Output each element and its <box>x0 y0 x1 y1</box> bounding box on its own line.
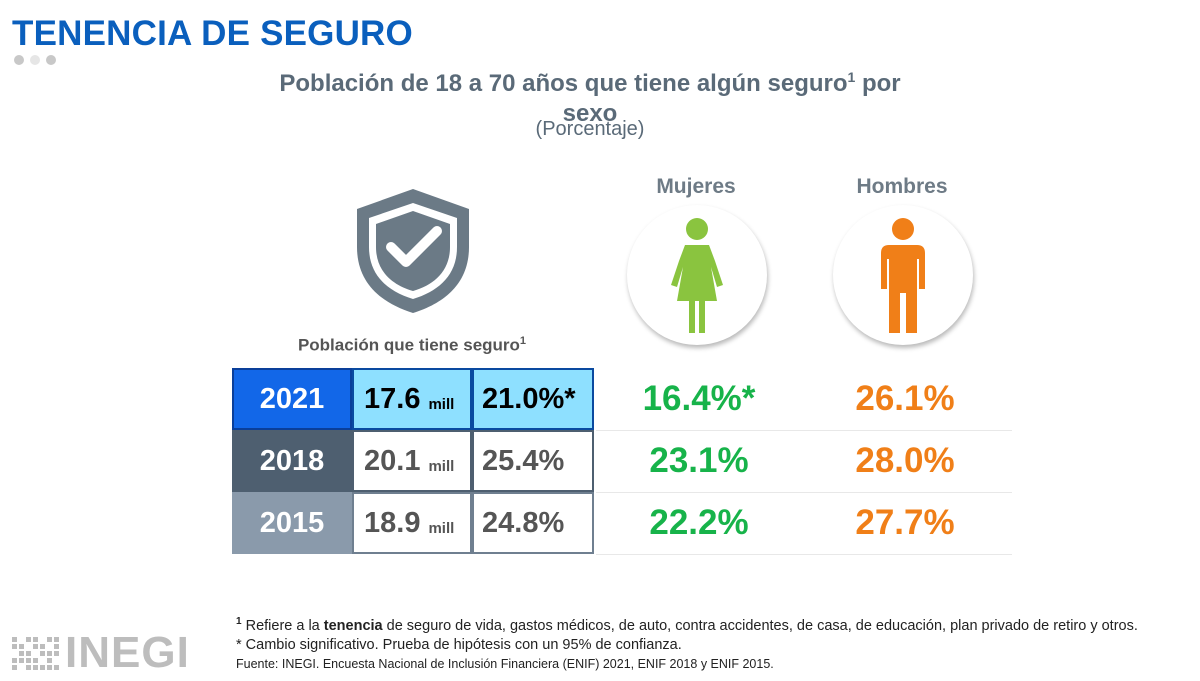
dot-3 <box>46 55 56 65</box>
woman-icon <box>627 205 767 345</box>
logo-text: INEGI <box>65 628 190 677</box>
millions-value: 20.1 <box>364 444 421 477</box>
men-value: 26.1% <box>855 379 955 418</box>
subtitle-line2: sexo <box>562 100 618 127</box>
column-men: Hombres <box>856 175 948 198</box>
millions-unit: mill <box>428 519 455 537</box>
millions-unit: mill <box>428 395 455 413</box>
footnote-1-post: de seguro de vida, gastos médicos, de au… <box>382 617 1138 634</box>
table-row-2015: 2015 18.9 mill 24.8% <box>232 492 594 554</box>
population-label-text: Población que tiene seguro <box>297 335 520 355</box>
subtitle-text: Población de 18 a 70 años que tiene algú… <box>279 70 848 97</box>
footnote-2: * Cambio significativo. Prueba de hipóte… <box>236 636 682 653</box>
population-label: Población que tiene seguro1 <box>232 335 592 356</box>
percent-cell: 25.4% <box>472 430 594 492</box>
man-icon <box>833 205 973 345</box>
shield-check-icon <box>353 187 473 320</box>
population-label-sup: 1 <box>519 335 527 347</box>
footnote-source: Fuente: INEGI. Encuesta Nacional de Incl… <box>236 656 774 671</box>
column-women: Mujeres <box>656 175 736 198</box>
footnote-1-pre: Refiere a la <box>241 617 324 634</box>
men-value: 28.0% <box>855 441 955 480</box>
women-value: 22.2% <box>649 503 749 542</box>
footnote-1-bold: tenencia <box>323 617 383 634</box>
year-cell: 2018 <box>232 430 352 492</box>
dot-2 <box>30 55 40 65</box>
footnotes: 1 Refiere a la tenencia de seguro de vid… <box>236 612 1138 674</box>
footnote-1-sup: 1 <box>236 616 242 627</box>
percent-cell: 21.0%* <box>472 368 594 430</box>
year-cell: 2021 <box>232 368 352 430</box>
table-row-2018: 2018 20.1 mill 25.4% <box>232 430 594 492</box>
millions-cell: 20.1 mill <box>352 430 472 492</box>
millions-value: 17.6 <box>364 382 421 415</box>
millions-unit: mill <box>428 457 455 475</box>
year-cell: 2015 <box>232 492 352 554</box>
units-label: (Porcentaje) <box>535 118 645 140</box>
inegi-logo: INEGI <box>12 628 190 678</box>
footnote-1: 1 Refiere a la tenencia de seguro de vid… <box>236 612 1138 636</box>
sex-row-2018: 23.1% 28.0% <box>596 430 1012 493</box>
percent-cell: 24.8% <box>472 492 594 554</box>
millions-value: 18.9 <box>364 506 421 539</box>
table-row-2021: 2021 17.6 mill 21.0%* <box>232 368 594 430</box>
millions-cell: 18.9 mill <box>352 492 472 554</box>
page-title: TENENCIA DE SEGURO <box>12 14 413 53</box>
chart-subtitle: Población de 18 a 70 años que tiene algú… <box>230 62 950 129</box>
dot-1 <box>14 55 24 65</box>
subtitle-sup: 1 <box>847 69 856 85</box>
men-value: 27.7% <box>855 503 955 542</box>
millions-cell: 17.6 mill <box>352 368 472 430</box>
sex-row-2021: 16.4%* 26.1% <box>596 368 1012 431</box>
sex-row-2015: 22.2% 27.7% <box>596 492 1012 555</box>
logo-grid-icon <box>12 636 59 670</box>
slide-dots <box>14 55 56 65</box>
women-value: 23.1% <box>649 441 749 480</box>
women-value: 16.4%* <box>642 379 756 418</box>
subtitle-after: por <box>855 70 901 97</box>
